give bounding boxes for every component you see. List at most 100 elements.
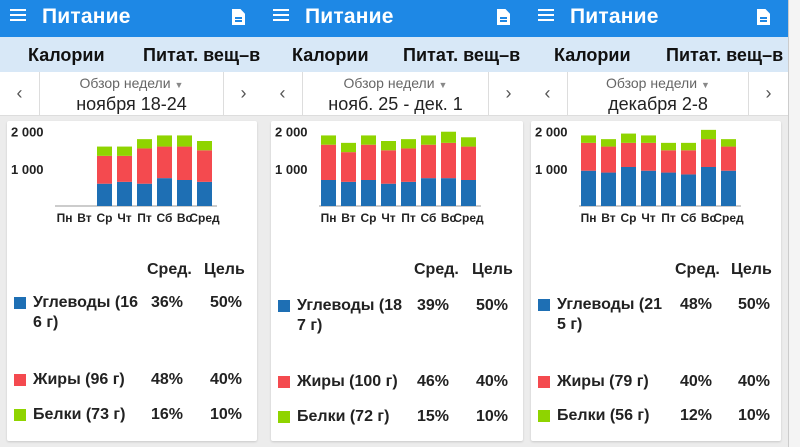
chevron-left-icon[interactable]: ‹ bbox=[528, 72, 568, 116]
bar-segment-fat bbox=[401, 148, 416, 182]
protein-goal: 10% bbox=[476, 408, 509, 425]
x-tick-label: Сред bbox=[453, 211, 484, 225]
week-dropdown[interactable]: Обзор недели ▼ ноября 18-24 bbox=[40, 72, 223, 116]
week-overview-label: Обзор недели ▼ bbox=[606, 75, 710, 91]
carbs-label: Углеводы (18 7 г) bbox=[297, 297, 403, 334]
menu-icon[interactable] bbox=[273, 9, 289, 23]
fat-avg: 48% bbox=[151, 371, 184, 388]
tab-calories[interactable]: Калории bbox=[554, 45, 631, 65]
y-tick-label: 1 000 bbox=[11, 162, 44, 177]
protein-goal: 10% bbox=[210, 406, 243, 423]
goal-header: Цель bbox=[472, 261, 513, 278]
bar-segment-fat bbox=[361, 144, 376, 180]
bar-segment-protein bbox=[701, 129, 716, 140]
week-selector: ‹ Обзор недели ▼ декабря 2-8 › bbox=[528, 72, 788, 116]
chevron-right-icon[interactable]: › bbox=[488, 72, 528, 116]
x-tick-label: Сред bbox=[713, 211, 744, 225]
y-tick-label: 2 000 bbox=[535, 125, 568, 140]
y-tick-label: 2 000 bbox=[275, 125, 308, 140]
document-icon[interactable] bbox=[232, 9, 245, 25]
bar-segment-carbs bbox=[621, 167, 636, 206]
carbs-goal: 50% bbox=[738, 296, 771, 313]
x-tick-label: Сб bbox=[681, 211, 697, 225]
bar-segment-protein bbox=[157, 135, 172, 147]
fat-label: Жиры (100 г) bbox=[297, 373, 398, 390]
protein-label: Белки (72 г) bbox=[297, 408, 390, 425]
bar-segment-fat bbox=[641, 142, 656, 171]
bar-segment-fat bbox=[661, 150, 676, 173]
carbs-swatch bbox=[278, 300, 290, 312]
x-tick-label: Пн bbox=[57, 211, 73, 225]
x-tick-label: Ср bbox=[361, 211, 377, 225]
bar-segment-carbs bbox=[681, 174, 696, 206]
chevron-right-icon[interactable]: › bbox=[223, 72, 263, 116]
week-dropdown[interactable]: Обзор недели ▼ декабря 2-8 bbox=[568, 72, 748, 116]
menu-icon[interactable] bbox=[10, 9, 26, 23]
next-screen-edge bbox=[788, 0, 800, 447]
bar-segment-protein bbox=[97, 146, 112, 156]
tab-nutrients[interactable]: Питат. вещ–в bbox=[143, 45, 261, 65]
chevron-right-icon[interactable]: › bbox=[748, 72, 788, 116]
tab-nutrients[interactable]: Питат. вещ–в bbox=[666, 45, 784, 65]
bar-segment-fat bbox=[421, 144, 436, 179]
document-icon[interactable] bbox=[497, 9, 510, 25]
document-icon[interactable] bbox=[757, 9, 770, 25]
bar-segment-protein bbox=[117, 146, 132, 156]
week-range: нояб. 25 - дек. 1 bbox=[328, 94, 463, 114]
chevron-left-icon[interactable]: ‹ bbox=[0, 72, 40, 116]
x-tick-label: Вт bbox=[77, 211, 92, 225]
avg-header: Сред. bbox=[675, 261, 720, 278]
bar-segment-protein bbox=[421, 135, 436, 145]
fat-swatch bbox=[278, 376, 290, 388]
goal-header: Цель bbox=[731, 261, 772, 278]
protein-goal: 10% bbox=[738, 407, 771, 424]
week-dropdown[interactable]: Обзор недели ▼ нояб. 25 - дек. 1 bbox=[303, 72, 488, 116]
bar-segment-fat bbox=[197, 150, 212, 182]
bar-segment-protein bbox=[721, 139, 736, 147]
carbs-label: Углеводы (16 6 г) bbox=[33, 294, 139, 331]
tab-calories[interactable]: Калории bbox=[28, 45, 105, 65]
chevron-left-icon[interactable]: ‹ bbox=[263, 72, 303, 116]
menu-icon[interactable] bbox=[538, 9, 554, 23]
nutrient-summary-card: 1 000 2 000 Пн Вт Ср Чт Пт Сб Вс Сред Сред. Цель … bbox=[7, 121, 257, 441]
fat-swatch bbox=[538, 376, 550, 388]
x-tick-label: Чт bbox=[641, 211, 655, 225]
x-tick-label: Сб bbox=[421, 211, 437, 225]
carbs-avg: 48% bbox=[680, 296, 713, 313]
fat-goal: 40% bbox=[476, 373, 509, 390]
tab-nutrients[interactable]: Питат. вещ–в bbox=[403, 45, 521, 65]
carbs-avg: 39% bbox=[417, 297, 450, 314]
app-title: Питание bbox=[42, 5, 131, 28]
bar-segment-protein bbox=[641, 135, 656, 143]
week-range: ноября 18-24 bbox=[76, 94, 187, 114]
protein-label: Белки (73 г) bbox=[33, 406, 126, 423]
bar-segment-carbs bbox=[341, 181, 356, 206]
fat-label: Жиры (79 г) bbox=[557, 373, 649, 390]
week-overview-label: Обзор недели ▼ bbox=[343, 75, 448, 91]
x-tick-label: Вс bbox=[441, 211, 457, 225]
bar-segment-carbs bbox=[177, 180, 192, 206]
bar-segment-carbs bbox=[701, 167, 716, 206]
bar-segment-fat bbox=[701, 139, 716, 167]
dropdown-caret-icon: ▼ bbox=[438, 80, 448, 90]
app-bar: Питание bbox=[0, 0, 263, 37]
goal-header: Цель bbox=[204, 261, 245, 278]
bar-segment-fat bbox=[381, 150, 396, 184]
bar-segment-carbs bbox=[137, 183, 152, 206]
fat-goal: 40% bbox=[738, 373, 771, 390]
bar-segment-protein bbox=[321, 135, 336, 145]
dropdown-caret-icon: ▼ bbox=[701, 80, 710, 90]
x-tick-label: Вт bbox=[601, 211, 616, 225]
bar-segment-carbs bbox=[441, 178, 456, 206]
bar-segment-fat bbox=[721, 146, 736, 171]
bar-segment-fat bbox=[137, 148, 152, 184]
tab-calories[interactable]: Калории bbox=[292, 45, 369, 65]
carbs-avg: 36% bbox=[151, 294, 184, 311]
bar-segment-carbs bbox=[381, 183, 396, 206]
x-tick-label: Сб bbox=[157, 211, 173, 225]
bar-segment-protein bbox=[581, 135, 596, 143]
bar-segment-fat bbox=[461, 146, 476, 180]
x-tick-label: Пн bbox=[581, 211, 597, 225]
tab-bar: Калории Питат. вещ–в bbox=[0, 37, 263, 72]
